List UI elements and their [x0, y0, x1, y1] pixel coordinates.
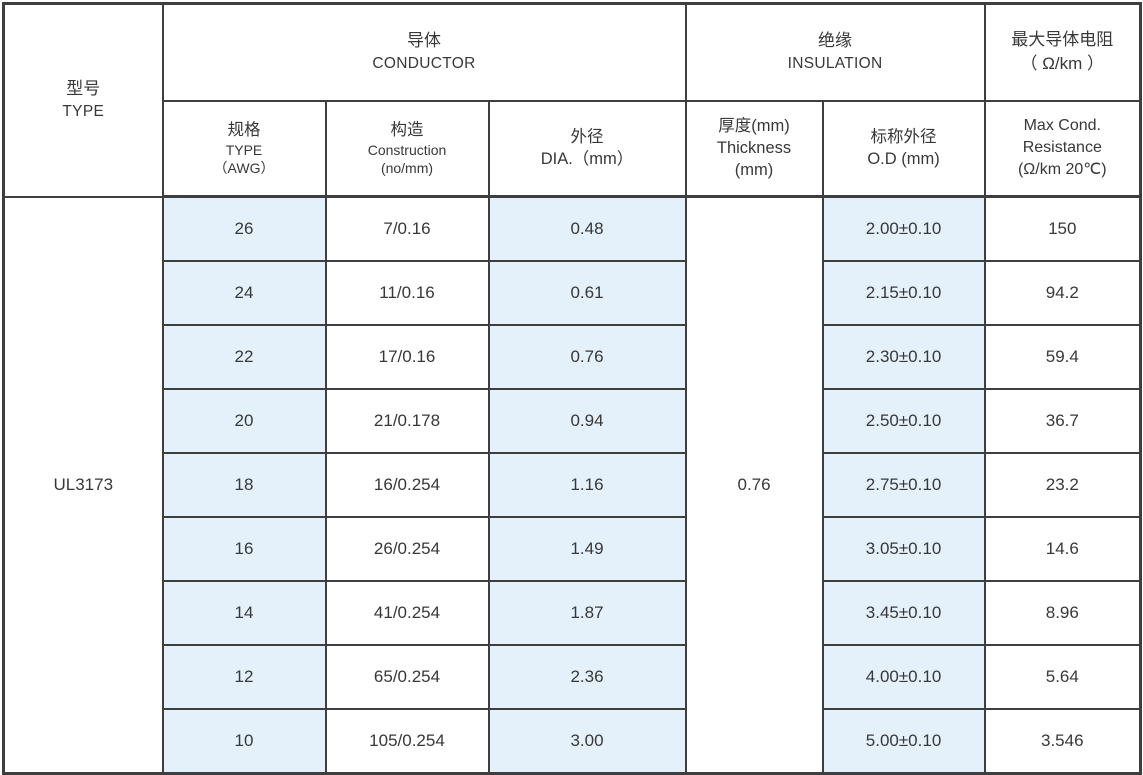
cell-od: 3.05±0.10 [821, 516, 986, 582]
cell-od: 5.00±0.10 [821, 708, 986, 775]
cell-resistance: 14.6 [983, 516, 1142, 582]
header-awg-en: TYPE [225, 142, 263, 159]
header-dia-en: DIA.（mm） [540, 150, 634, 169]
cell-dia: 0.61 [487, 260, 687, 326]
header-thickness-unit: (mm) [734, 161, 774, 180]
cell-awg: 24 [161, 260, 327, 326]
cell-resistance: 59.4 [983, 324, 1142, 390]
spec-row: 16 26/0.254 1.49 3.05±0.10 14.6 [4, 516, 1142, 582]
spec-row: 24 11/0.16 0.61 2.15±0.10 94.2 [4, 260, 1142, 326]
cell-awg: 16 [161, 516, 327, 582]
cell-type-value: UL3173 [2, 195, 164, 775]
cell-construction: 16/0.254 [324, 452, 490, 518]
cell-dia: 0.48 [487, 195, 687, 262]
header-conductor-group: 导体 CONDUCTOR [161, 2, 687, 102]
header-construction: 构造 Construction (no/mm) [324, 99, 490, 198]
cell-od: 2.15±0.10 [821, 260, 986, 326]
cell-construction: 7/0.16 [324, 195, 490, 262]
spec-row: 18 16/0.254 1.16 2.75±0.10 23.2 [4, 452, 1142, 518]
header-od-zh: 标称外径 [870, 127, 937, 146]
header-insulation-zh: 绝缘 [818, 30, 853, 50]
cell-awg: 18 [161, 452, 327, 518]
header-insulation-en: INSULATION [787, 55, 883, 73]
cell-resistance: 23.2 [983, 452, 1142, 518]
header-resistance-zh-label: 最大导体电阻 [1011, 29, 1114, 49]
cell-dia: 1.87 [487, 580, 687, 646]
header-type-zh: 型号 [66, 78, 101, 98]
header-resistance-zh: 最大导体电阻 （ Ω/km ） [983, 2, 1142, 102]
cell-awg: 10 [161, 708, 327, 775]
header-dia-zh: 外径 [570, 127, 604, 146]
cell-od: 3.45±0.10 [821, 580, 986, 646]
header-thickness-zh: 厚度(mm) [718, 116, 790, 135]
cell-od: 2.00±0.10 [821, 195, 986, 262]
spec-row: 12 65/0.254 2.36 4.00±0.10 5.64 [4, 644, 1142, 710]
cell-od: 2.75±0.10 [821, 452, 986, 518]
cell-od: 2.50±0.10 [821, 388, 986, 454]
cell-awg: 14 [161, 580, 327, 646]
cell-resistance: 5.64 [983, 644, 1142, 710]
cell-dia: 0.94 [487, 388, 687, 454]
cell-dia: 1.16 [487, 452, 687, 518]
cell-od: 4.00±0.10 [821, 644, 986, 710]
header-type: 型号 TYPE [2, 2, 164, 198]
cell-construction: 65/0.254 [324, 644, 490, 710]
spec-row: 14 41/0.254 1.87 3.45±0.10 8.96 [4, 580, 1142, 646]
header-sub-row: 规格 TYPE （AWG） 构造 Construction (no/mm) 外径… [4, 99, 1142, 198]
cell-dia: 1.49 [487, 516, 687, 582]
header-conductor-en: CONDUCTOR [372, 55, 476, 73]
header-thickness-en: Thickness [716, 139, 792, 158]
cell-resistance: 3.546 [983, 708, 1142, 775]
cell-construction: 41/0.254 [324, 580, 490, 646]
header-construction-zh: 构造 [390, 120, 424, 139]
header-resistance-en-line1: Max Cond. [1023, 116, 1101, 134]
cell-thickness-value: 0.76 [684, 195, 824, 775]
header-awg-zh: 规格 [227, 120, 261, 139]
header-resistance-en-line2: Resistance [1022, 139, 1102, 157]
cell-awg: 20 [161, 388, 327, 454]
cell-construction: 105/0.254 [324, 708, 490, 775]
cell-awg: 12 [161, 644, 327, 710]
header-group-row: 型号 TYPE 导体 CONDUCTOR 绝缘 INSULATION 最大导体电… [2, 2, 1142, 198]
spec-row: UL3173 26 7/0.16 0.48 0.76 2.00±0.10 150 [2, 195, 1142, 775]
cell-construction: 21/0.178 [324, 388, 490, 454]
header-awg-unit: （AWG） [213, 160, 275, 177]
header-dia: 外径 DIA.（mm） [487, 99, 687, 198]
cell-resistance: 8.96 [983, 580, 1142, 646]
header-type-en: TYPE [62, 103, 105, 121]
header-resistance-en: Max Cond. Resistance (Ω/km 20℃) [983, 99, 1142, 198]
spec-row: 20 21/0.178 0.94 2.50±0.10 36.7 [4, 388, 1142, 454]
spec-row: 10 105/0.254 3.00 5.00±0.10 3.546 [4, 708, 1142, 775]
cell-dia: 2.36 [487, 644, 687, 710]
header-awg: 规格 TYPE （AWG） [161, 99, 327, 198]
header-thickness: 厚度(mm) Thickness (mm) [684, 99, 824, 198]
cell-construction: 17/0.16 [324, 324, 490, 390]
header-construction-unit: (no/mm) [380, 160, 434, 177]
header-insulation-group: 绝缘 INSULATION [684, 2, 986, 102]
header-od-en: O.D (mm) [867, 150, 940, 169]
cell-construction: 11/0.16 [324, 260, 490, 326]
cell-dia: 0.76 [487, 324, 687, 390]
header-conductor-zh: 导体 [407, 30, 442, 50]
header-resistance-en-line3: (Ω/km 20℃) [1017, 161, 1107, 179]
cell-awg: 26 [161, 195, 327, 262]
cell-dia: 3.00 [487, 708, 687, 775]
cell-od: 2.30±0.10 [821, 324, 986, 390]
cell-awg: 22 [161, 324, 327, 390]
header-od: 标称外径 O.D (mm) [821, 99, 986, 198]
cell-resistance: 94.2 [983, 260, 1142, 326]
header-resistance-zh-unit: （ Ω/km ） [1020, 54, 1105, 74]
spec-row: 22 17/0.16 0.76 2.30±0.10 59.4 [4, 324, 1142, 390]
cell-construction: 26/0.254 [324, 516, 490, 582]
header-construction-en: Construction [367, 142, 447, 159]
cell-resistance: 150 [983, 195, 1142, 262]
cell-resistance: 36.7 [983, 388, 1142, 454]
